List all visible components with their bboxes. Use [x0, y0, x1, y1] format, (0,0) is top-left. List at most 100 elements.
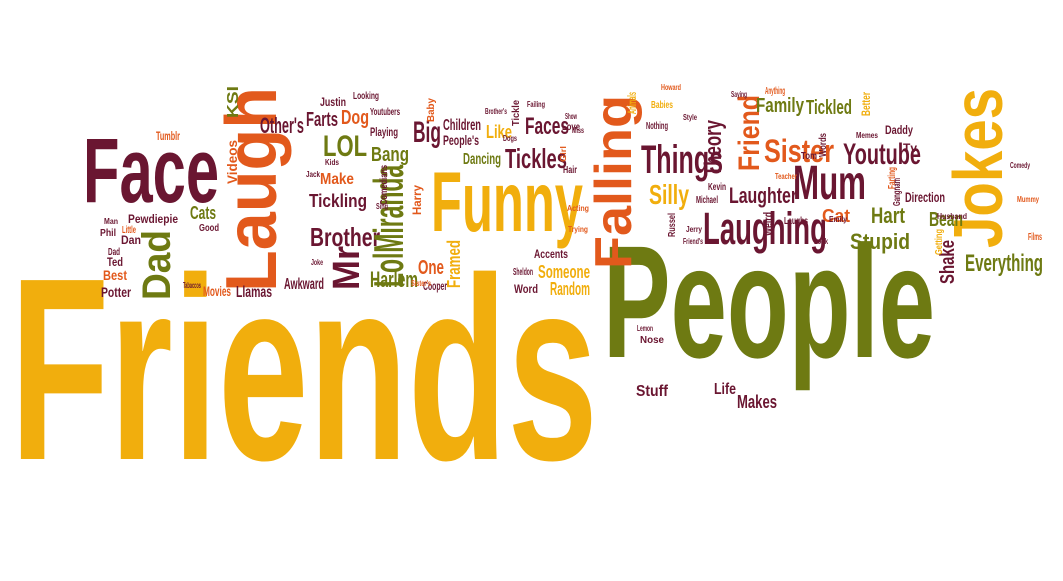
word-nothing: Nothing [646, 121, 669, 132]
word-bean: Bean [929, 209, 963, 231]
word-word: Word [514, 282, 538, 296]
word-cats: Cats [190, 203, 216, 223]
word-kids: Kids [325, 158, 340, 167]
word-gangnam: Gangnam [892, 178, 903, 206]
word-big: Big [413, 116, 441, 149]
word-tabaccos: Tabaccos [183, 281, 202, 290]
word-tickle: Tickle [511, 99, 522, 126]
word-sister: Sister [764, 133, 834, 169]
word-dog: Dog [341, 107, 370, 129]
word-framed: Framed [444, 240, 464, 288]
word-awkward: Awkward [284, 276, 325, 293]
word-dad: Dad [135, 230, 179, 300]
word-playing: Playing [370, 125, 399, 139]
word-howard: Howard [661, 83, 682, 92]
word-make: Make [320, 171, 354, 188]
word-babies: Babies [651, 100, 674, 111]
word-someone: Someone [538, 262, 591, 282]
word-lemon: Lemon [637, 324, 654, 333]
word-falling: Falling [585, 95, 643, 269]
word-joke: Joke [311, 258, 323, 267]
word-tickled: Tickled [806, 97, 853, 119]
word-cooper: Cooper [423, 279, 447, 293]
word-brothers: Brother's [485, 107, 507, 116]
word-tv: Tv [903, 141, 918, 155]
word-getting: Getting [934, 228, 945, 255]
word-good: Good [199, 223, 219, 234]
word-everything: Everything [965, 250, 1044, 277]
word-laughter: Laughter [729, 183, 798, 208]
word-family: Family [756, 95, 805, 117]
word-random: Random [550, 279, 591, 299]
word-justin: Justin [320, 95, 347, 109]
word-peoples: People's [443, 132, 479, 148]
word-one: One [418, 257, 444, 279]
word-pewdiepie: Pewdiepie [128, 212, 179, 226]
word-kevin: Kevin [708, 182, 727, 193]
word-mr: Mr [326, 246, 368, 290]
word-husband: Husband [937, 212, 968, 221]
word-others: Other's [260, 113, 305, 138]
word-comedy: Comedy [1010, 161, 1031, 170]
word-people: People [603, 212, 936, 391]
word-ted: Ted [107, 255, 124, 269]
word-phil: Phil [100, 228, 117, 239]
word-friends-possessive: Friend's [683, 237, 703, 246]
word-tickles: Tickles [505, 143, 567, 174]
word-laughs: Laughs [784, 216, 809, 227]
word-looking: Looking [353, 91, 380, 102]
word-dan: Dan [121, 233, 141, 247]
word-tumblr: Tumblr [156, 129, 180, 143]
word-tom: Tom [801, 151, 818, 162]
word-bang: Bang [371, 144, 409, 166]
word-friends: Friends [10, 225, 598, 515]
word-dad-small: Dad [108, 247, 121, 258]
word-hair: Hair [563, 165, 578, 176]
word-dancing: Dancing [463, 151, 502, 168]
word-accents: Accents [534, 247, 568, 261]
word-man: Man [104, 217, 118, 226]
word-comedians: Comedians [379, 165, 390, 205]
word-words: Words [818, 132, 829, 157]
word-girl: Girl [559, 145, 568, 162]
word-mummy: Mummy [1017, 195, 1040, 204]
word-little: Little [122, 225, 136, 236]
word-sing: Sing [376, 202, 389, 211]
word-dogs: Dogs [503, 134, 517, 143]
word-love: Love [562, 122, 580, 133]
word-jack: Jack [306, 170, 321, 179]
word-style: Style [683, 113, 697, 122]
word-nose: Nose [640, 335, 664, 346]
word-saying: Saying [731, 90, 748, 99]
word-jerry: Jerry [686, 225, 702, 234]
word-youtube: Youtube [843, 138, 921, 171]
word-makes: Makes [737, 392, 778, 412]
word-like: Like [486, 122, 513, 142]
word-llamas: Llamas [236, 284, 273, 301]
word-lol: LOL [323, 130, 368, 163]
word-stupid: Stupid [850, 229, 911, 254]
word-baby: Baby [426, 98, 437, 122]
word-harlem: Harlem [370, 267, 418, 292]
word-children: Children [443, 117, 482, 134]
word-stuff: Stuff [636, 383, 668, 400]
word-youtubers: Youtubers [370, 107, 401, 118]
word-trying: Trying [568, 225, 589, 234]
word-farts: Farts [306, 109, 338, 131]
word-ksi: KSI [225, 85, 242, 118]
word-show: Show [565, 112, 578, 121]
word-miss: Miss [572, 126, 585, 135]
word-potter: Potter [101, 284, 132, 300]
word-brother: Brother [310, 222, 381, 252]
word-faces: Faces [525, 113, 570, 140]
word-tickling: Tickling [309, 191, 368, 211]
word-acting: Acting [567, 204, 590, 213]
word-failing: Failing [527, 100, 545, 109]
word-daddy: Daddy [885, 123, 913, 137]
word-better: Better [859, 91, 873, 116]
word-mum: Mum [793, 157, 867, 210]
word-best: Best [103, 267, 128, 283]
word-animals: Animals [625, 92, 639, 114]
word-videos: Videos [224, 139, 240, 184]
